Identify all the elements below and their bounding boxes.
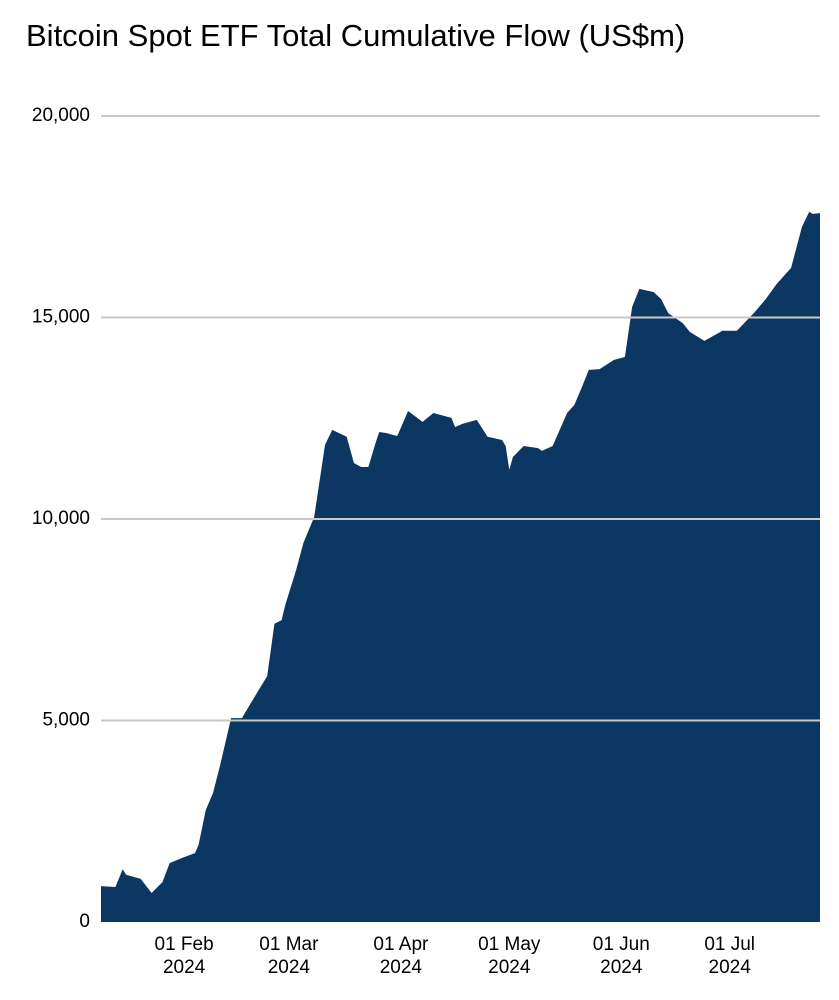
x-tick-label: 01 Apr 2024 (373, 934, 429, 978)
y-tick-label: 20,000 (32, 105, 90, 126)
chart-title: Bitcoin Spot ETF Total Cumulative Flow (… (26, 18, 685, 53)
x-tick-label: 01 Jul 2024 (704, 934, 756, 978)
area (101, 211, 820, 922)
y-tick-label: 15,000 (32, 307, 90, 328)
x-tick-label: 01 Feb 2024 (154, 934, 214, 978)
x-tick-label: 01 Jun 2024 (592, 934, 650, 978)
x-tick-label: 01 May 2024 (478, 934, 541, 978)
y-tick-label: 5,000 (42, 710, 90, 731)
x-tick-label: 01 Mar 2024 (259, 934, 319, 978)
y-tick-label: 10,000 (32, 508, 90, 529)
y-tick-label: 0 (79, 911, 90, 932)
